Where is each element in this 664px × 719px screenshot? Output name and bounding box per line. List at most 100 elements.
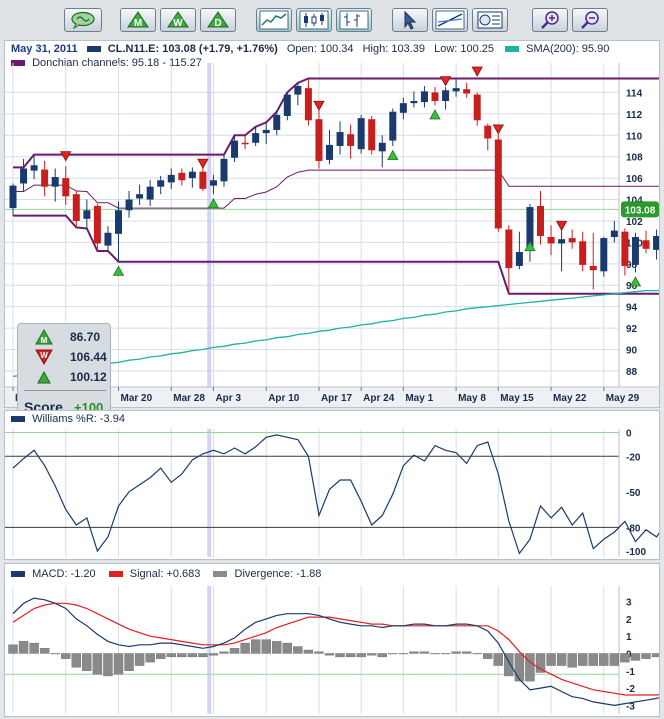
x-tick-label: Mar 28 [173, 393, 205, 404]
zoom-in-icon [541, 11, 559, 29]
price-y-tick: 90 [626, 346, 638, 357]
price-panel: May 31, 2011 CL.N11.E: 103.08 (+1.79, +1… [4, 40, 660, 421]
zoom-out-button[interactable] [572, 8, 608, 32]
divergence-bar [314, 651, 324, 654]
candle-body [347, 134, 355, 146]
price-chart[interactable]: 889092949698100102104106108110112114103.… [5, 41, 659, 407]
candle-body [167, 174, 175, 183]
divergence-bar [599, 653, 609, 666]
divergence-bar [472, 653, 482, 655]
donchian-lower-line [13, 214, 659, 295]
macd-line [12, 597, 659, 707]
macd-y-tick: -3 [626, 701, 635, 712]
d-button[interactable]: D [200, 8, 236, 32]
candle-body [273, 114, 281, 130]
candle-body [336, 132, 344, 146]
m-icon: M [127, 11, 149, 29]
price-y-tick: 112 [626, 110, 643, 121]
candle-body [579, 241, 587, 265]
macd-swatch [11, 571, 25, 578]
svg-text:M: M [41, 336, 48, 345]
sell-signal-marker [313, 100, 325, 112]
candle-body [463, 89, 471, 94]
legend-symbol: CL.N11.E: 103.08 (+1.79, +1.76%) [107, 43, 278, 56]
price-y-tick: 88 [626, 367, 638, 378]
x-tick-label: May 22 [553, 393, 587, 404]
divergence-bar [113, 653, 124, 675]
chat-button[interactable] [64, 8, 102, 32]
news-button[interactable] [472, 8, 508, 32]
sell-signal-marker [439, 76, 452, 87]
cursor-button[interactable] [392, 8, 428, 32]
signal-line [12, 602, 659, 696]
macd-y-tick: 2 [626, 615, 632, 626]
divergence-bar [282, 642, 292, 654]
macd-y-tick: -2 [626, 684, 635, 695]
divergence-bar [461, 651, 472, 654]
donchian-swatch [11, 60, 25, 67]
last-price-badge-text: 103.08 [625, 205, 656, 216]
candle-body [642, 240, 650, 249]
candle-chart-button[interactable] [296, 8, 332, 32]
legend-high: 103.39 [391, 43, 426, 56]
x-tick-label: Mar 20 [121, 393, 153, 404]
divergence-bar [620, 653, 630, 663]
trendline-button[interactable] [432, 8, 468, 32]
williams-y-tick: -80 [626, 523, 641, 534]
x-tick-label: May 1 [405, 393, 433, 404]
candle-body [241, 142, 249, 145]
line-chart-icon [259, 10, 289, 30]
divergence-bar [493, 653, 503, 666]
d-label: D [214, 18, 221, 29]
macd-legend: MACD: -1.20 [32, 568, 96, 581]
williams-chart[interactable]: 0 -20 -50 -80 -100 [5, 411, 659, 559]
williams-y-tick: -100 [626, 547, 646, 558]
candle-body [294, 85, 302, 95]
candle-body [357, 118, 365, 150]
candle-body [104, 232, 112, 246]
donchian-legend-row: Donchian channels: 95.18 - 115.27 [5, 57, 202, 71]
trendline-icon [435, 10, 465, 30]
x-tick-label: Apr 24 [363, 393, 395, 404]
bar-chart-button[interactable] [336, 8, 372, 32]
price-legend-row: May 31, 2011 CL.N11.E: 103.08 (+1.79, +1… [5, 43, 609, 57]
w-button[interactable]: W [160, 8, 196, 32]
buy-signal-marker [524, 240, 536, 252]
divergence-bar [145, 653, 155, 663]
divergence-bar [440, 653, 451, 655]
divergence-bar [345, 653, 356, 658]
candle-body [547, 237, 555, 244]
candle-body [389, 111, 397, 141]
x-tick-label: May 29 [606, 393, 640, 404]
candle-body [410, 100, 418, 104]
candle-body [378, 142, 386, 152]
m-button[interactable]: M [120, 8, 156, 32]
donchian-middle-line [13, 169, 659, 209]
divergence-bar [229, 648, 240, 654]
divergence-bar [409, 651, 419, 654]
candle-body [368, 119, 376, 151]
x-tick-label: Apr 3 [215, 393, 241, 404]
divergence-bar [155, 653, 166, 659]
candle-body [484, 125, 492, 139]
line-chart-button[interactable] [256, 8, 292, 32]
divergence-bar [377, 653, 387, 658]
divergence-bar [641, 653, 651, 659]
macd-chart[interactable]: 3210-1-2-3 [5, 564, 659, 716]
w-icon: W [167, 11, 189, 29]
divergence-bar [504, 653, 514, 677]
divergence-bar [50, 653, 60, 655]
score-d-row: 100.12 [18, 368, 112, 386]
candle-body [125, 199, 133, 211]
buy-signal-marker [112, 265, 125, 276]
candle-body [515, 252, 523, 266]
williams-y-tick: 0 [626, 429, 632, 440]
zoom-in-button[interactable] [532, 8, 568, 32]
divergence-bar [388, 653, 398, 655]
candle-body [72, 194, 80, 221]
divergence-bar [556, 653, 567, 666]
news-icon [477, 11, 503, 29]
divergence-bar [250, 639, 261, 654]
divergence-bar [567, 653, 577, 668]
divergence-bar [272, 641, 282, 654]
